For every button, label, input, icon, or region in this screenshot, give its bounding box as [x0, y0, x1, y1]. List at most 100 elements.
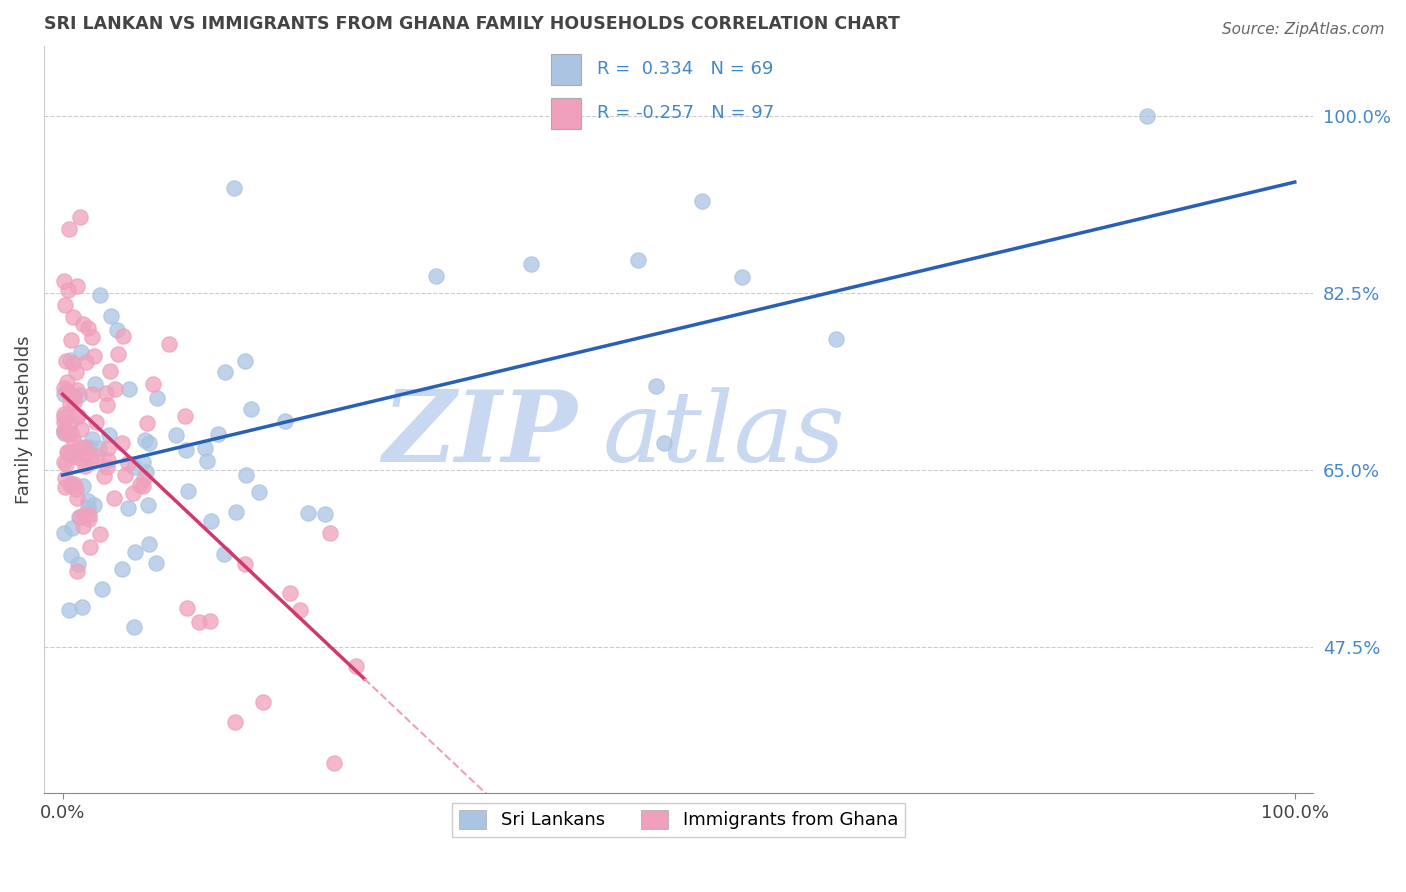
Point	[122, 459, 145, 474]
Point	[53, 455, 76, 469]
Point	[77, 511, 100, 525]
Point	[82, 432, 104, 446]
Point	[59, 333, 82, 347]
Point	[72, 479, 94, 493]
Text: Source: ZipAtlas.com: Source: ZipAtlas.com	[1222, 22, 1385, 37]
Point	[111, 435, 134, 450]
Point	[52, 425, 75, 439]
Point	[200, 614, 222, 628]
Text: R =  0.334   N = 69: R = 0.334 N = 69	[598, 61, 773, 78]
Text: R = -0.257   N = 97: R = -0.257 N = 97	[598, 104, 775, 122]
Point	[627, 253, 650, 268]
Point	[56, 375, 79, 389]
Point	[58, 445, 80, 459]
Point	[58, 603, 80, 617]
Point	[63, 477, 86, 491]
Point	[84, 415, 107, 429]
Point	[225, 505, 247, 519]
Point	[66, 409, 89, 423]
Point	[66, 279, 89, 293]
Point	[53, 298, 76, 312]
Point	[314, 508, 336, 522]
Point	[76, 494, 98, 508]
Point	[188, 615, 211, 629]
Point	[83, 498, 105, 512]
Point	[55, 353, 77, 368]
Point	[80, 387, 103, 401]
Text: SRI LANKAN VS IMMIGRANTS FROM GHANA FAMILY HOUSEHOLDS CORRELATION CHART: SRI LANKAN VS IMMIGRANTS FROM GHANA FAMI…	[44, 15, 900, 33]
Legend: Sri Lankans, Immigrants from Ghana: Sri Lankans, Immigrants from Ghana	[453, 803, 905, 837]
Point	[100, 309, 122, 323]
Point	[520, 257, 543, 271]
Point	[235, 467, 257, 482]
Point	[138, 435, 160, 450]
Point	[62, 432, 84, 446]
Point	[80, 330, 103, 344]
Point	[53, 471, 76, 485]
Point	[93, 468, 115, 483]
Point	[72, 518, 94, 533]
Point	[645, 379, 668, 393]
Point	[65, 365, 87, 379]
Point	[96, 459, 118, 474]
Point	[825, 332, 848, 346]
Point	[52, 423, 75, 437]
Point	[79, 440, 101, 454]
Point	[1136, 109, 1159, 123]
Point	[55, 445, 77, 459]
Point	[117, 456, 139, 470]
Point	[425, 268, 447, 283]
Point	[134, 433, 156, 447]
Point	[66, 491, 89, 505]
Point	[138, 536, 160, 550]
Point	[107, 347, 129, 361]
Point	[142, 377, 165, 392]
Point	[69, 211, 91, 225]
Point	[53, 415, 76, 429]
Point	[173, 409, 195, 423]
Point	[59, 477, 82, 491]
Point	[77, 508, 100, 523]
Point	[69, 452, 91, 467]
Point	[159, 337, 181, 351]
Point	[70, 599, 93, 614]
Point	[62, 395, 84, 409]
Point	[233, 558, 256, 572]
Point	[322, 756, 344, 770]
Point	[222, 181, 245, 195]
Point	[73, 441, 96, 455]
Point	[224, 714, 246, 729]
Point	[194, 441, 217, 455]
Point	[111, 562, 134, 576]
Point	[62, 390, 84, 404]
Point	[52, 408, 75, 422]
Point	[252, 695, 274, 709]
Point	[86, 449, 108, 463]
Point	[135, 465, 157, 479]
Point	[65, 449, 87, 463]
Point	[124, 620, 146, 634]
Point	[124, 545, 146, 559]
Point	[65, 483, 87, 497]
Text: atlas: atlas	[603, 387, 845, 482]
Point	[297, 506, 319, 520]
Point	[66, 564, 89, 578]
Point	[75, 355, 97, 369]
Point	[176, 442, 198, 457]
Point	[59, 478, 82, 492]
Point	[73, 508, 96, 522]
Point	[274, 414, 297, 428]
Point	[77, 500, 100, 514]
Point	[69, 510, 91, 524]
Point	[97, 441, 120, 455]
Point	[652, 436, 675, 450]
Point	[212, 547, 235, 561]
Point	[207, 427, 229, 442]
Point	[690, 194, 713, 209]
Point	[121, 485, 143, 500]
Point	[72, 318, 94, 332]
Point	[132, 479, 155, 493]
FancyBboxPatch shape	[551, 54, 581, 85]
Point	[59, 426, 82, 441]
Point	[98, 364, 121, 378]
